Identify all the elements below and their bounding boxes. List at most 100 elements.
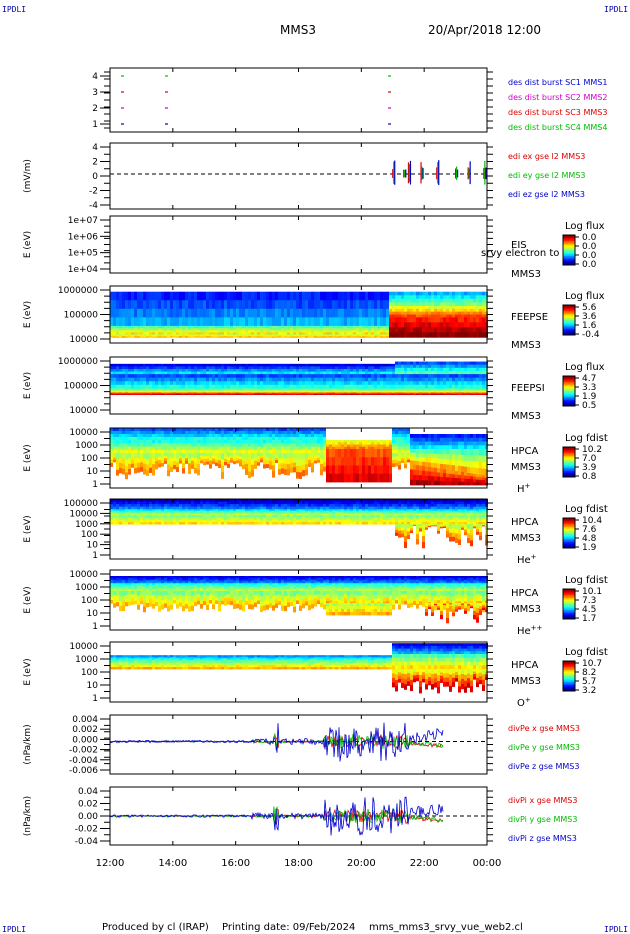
spectro-cell (275, 457, 278, 461)
spectro-cell (230, 363, 233, 367)
spectro-cell (161, 462, 164, 467)
spectro-cell (212, 384, 215, 389)
spectro-cell (380, 300, 383, 310)
spectro-cell (311, 371, 314, 375)
spectro-cell (362, 291, 365, 301)
spectro-cell (437, 364, 440, 369)
spectro-cell (386, 335, 389, 337)
spectro-cell (437, 295, 440, 300)
spectro-cell (404, 370, 407, 375)
spectro-cell (224, 437, 227, 441)
footer-file: mms_mms3_srvy_vue_web2.cl (369, 922, 523, 933)
spectro-cell (119, 336, 122, 338)
y-tick-label: 10000 (69, 335, 98, 345)
spectro-cell (293, 374, 296, 379)
spectro-cell (236, 291, 239, 301)
spectro-cell (113, 317, 116, 327)
spectro-cell (131, 443, 134, 447)
spectro-cell (452, 390, 455, 392)
spectro-cell (245, 325, 248, 329)
spectro-cell (341, 457, 344, 466)
spectro-cell (140, 371, 143, 375)
spectro-cell (278, 291, 281, 301)
spectro-cell (482, 322, 485, 328)
spectro-cell (365, 336, 368, 338)
spectro-cell (185, 437, 188, 441)
spectro-cell (341, 335, 344, 337)
spectro-cell (239, 390, 242, 392)
spectro-cell (401, 327, 404, 333)
spectro-cell (428, 317, 431, 323)
spectro-cell (161, 328, 164, 331)
spectro-cell (227, 300, 230, 310)
spectro-cell (332, 317, 335, 327)
spectro-cell (239, 368, 242, 372)
spectro-cell (125, 392, 128, 394)
spectro-cell (434, 394, 437, 396)
spectro-cell (131, 384, 134, 389)
spectro-cell (443, 327, 446, 333)
colorbar-step (563, 317, 575, 319)
spectro-cell (200, 392, 203, 394)
spectro-cell (155, 332, 158, 335)
spectro-cell (422, 389, 425, 391)
spectro-cell (113, 392, 116, 394)
spectro-cell (461, 332, 464, 338)
spectro-cell (128, 431, 131, 435)
spectro-cell (236, 377, 239, 382)
spectro-cell (470, 394, 473, 396)
spectro-cell (221, 336, 224, 338)
spectro-cell (476, 391, 479, 393)
spectro-cell (182, 449, 185, 454)
spectro-cell (131, 460, 134, 465)
spectro-cell (293, 334, 296, 336)
spectro-cell (284, 300, 287, 310)
spectro-cell (239, 392, 242, 394)
spectro-cell (338, 391, 341, 393)
spectro-cell (146, 374, 149, 379)
spectro-cell (233, 389, 236, 391)
spectro-cell (155, 390, 158, 392)
spectro-cell (317, 328, 320, 331)
spectro-cell (350, 442, 353, 445)
datetime-title: 20/Apr/2018 12:00 (428, 23, 541, 37)
spectro-cell (326, 291, 329, 301)
spectro-cell (260, 308, 263, 318)
spectro-cell (179, 390, 182, 392)
spectro-cell (128, 392, 131, 394)
spectro-cell (158, 460, 161, 464)
spectro-cell (146, 371, 149, 375)
spectro-cell (134, 291, 137, 301)
spectro-cell (377, 330, 380, 333)
spectro-cell (287, 328, 290, 331)
spectro-cell (407, 308, 410, 313)
spectro-cell (401, 361, 404, 366)
spectro-cell (314, 446, 317, 451)
spectro-cell (329, 371, 332, 375)
spectro-cell (176, 462, 179, 468)
spectro-cell (263, 393, 266, 395)
spectro-cell (470, 367, 473, 372)
spectro-cell (482, 361, 485, 366)
spectro-cell (446, 291, 449, 296)
spectro-cell (395, 389, 398, 391)
spectro-cell (431, 291, 434, 296)
spectro-cell (221, 431, 224, 435)
spectro-cell (239, 384, 242, 389)
spectro-cell (398, 314, 401, 318)
spectro-cell (146, 366, 149, 370)
spectro-cell (434, 374, 437, 379)
spectro-cell (359, 371, 362, 375)
spectro-cell (191, 440, 194, 444)
spectro-cell (467, 322, 470, 328)
spectro-cell (308, 440, 311, 444)
spectro-cell (209, 317, 212, 327)
spectro-cell (227, 384, 230, 389)
spectro-cell (464, 317, 467, 323)
spectro-cell (146, 336, 149, 338)
spectro-cell (248, 437, 251, 441)
spectro-cell (371, 388, 374, 390)
spectro-cell (353, 394, 356, 396)
spectro-cell (263, 291, 266, 301)
spectro-cell (257, 428, 260, 432)
